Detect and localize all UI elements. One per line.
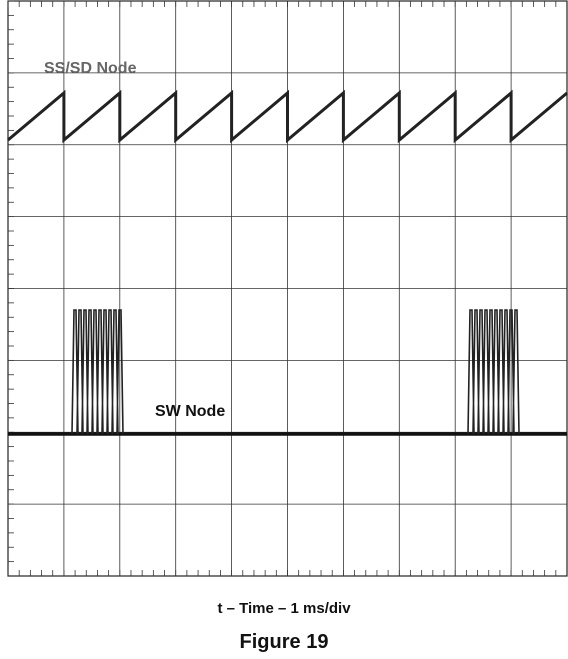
traces: [7, 89, 568, 436]
annotation: SS/SD Node: [44, 60, 137, 77]
sw-burst: [467, 309, 520, 435]
sw-burst: [71, 309, 124, 435]
annotation: SW Node: [155, 403, 225, 420]
x-axis-label: t – Time – 1 ms/div: [217, 600, 351, 617]
grid: [7, 0, 568, 577]
ss-sd-trace: [7, 89, 568, 144]
chart-title: Figure 19: [240, 631, 329, 653]
